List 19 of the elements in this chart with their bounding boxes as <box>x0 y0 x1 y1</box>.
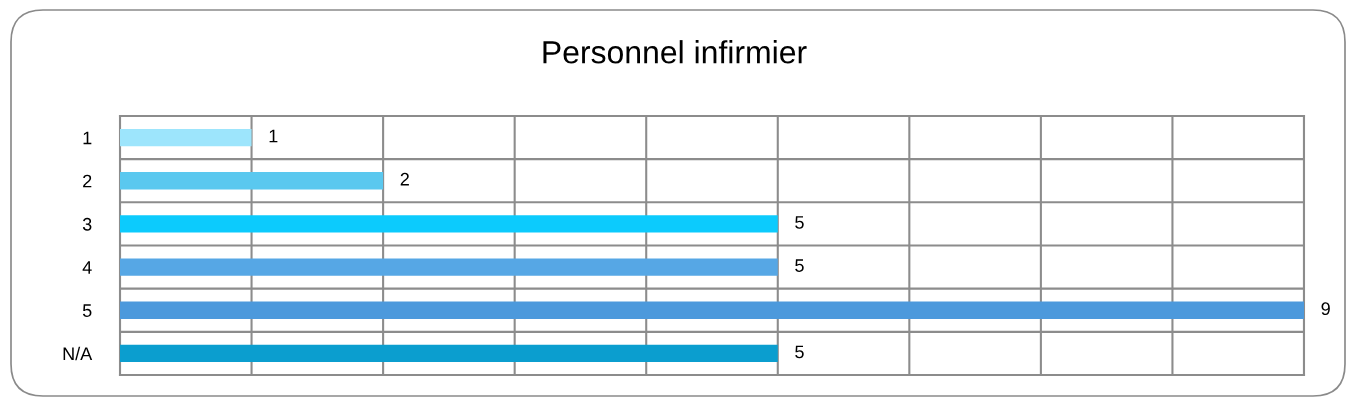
y-tick-label: 5 <box>82 304 92 317</box>
data-label: 2 <box>400 172 409 186</box>
data-label: 9 <box>1321 302 1330 316</box>
bar <box>120 344 778 363</box>
y-tick-label: 1 <box>83 131 92 145</box>
bar <box>120 301 1304 319</box>
bar <box>120 128 252 147</box>
bar <box>120 258 778 276</box>
bar <box>120 172 384 190</box>
y-tick-label: 2 <box>83 174 92 188</box>
data-label: 5 <box>795 216 804 229</box>
y-tick-label: N/A <box>63 346 93 361</box>
y-tick-label: 3 <box>82 217 92 231</box>
data-label: 5 <box>795 345 804 359</box>
data-label: 5 <box>795 259 804 272</box>
bar <box>120 215 778 233</box>
data-label: 1 <box>269 129 278 143</box>
y-tick-label: 4 <box>82 261 92 274</box>
chart-title: Personnel infirmier <box>543 40 807 64</box>
